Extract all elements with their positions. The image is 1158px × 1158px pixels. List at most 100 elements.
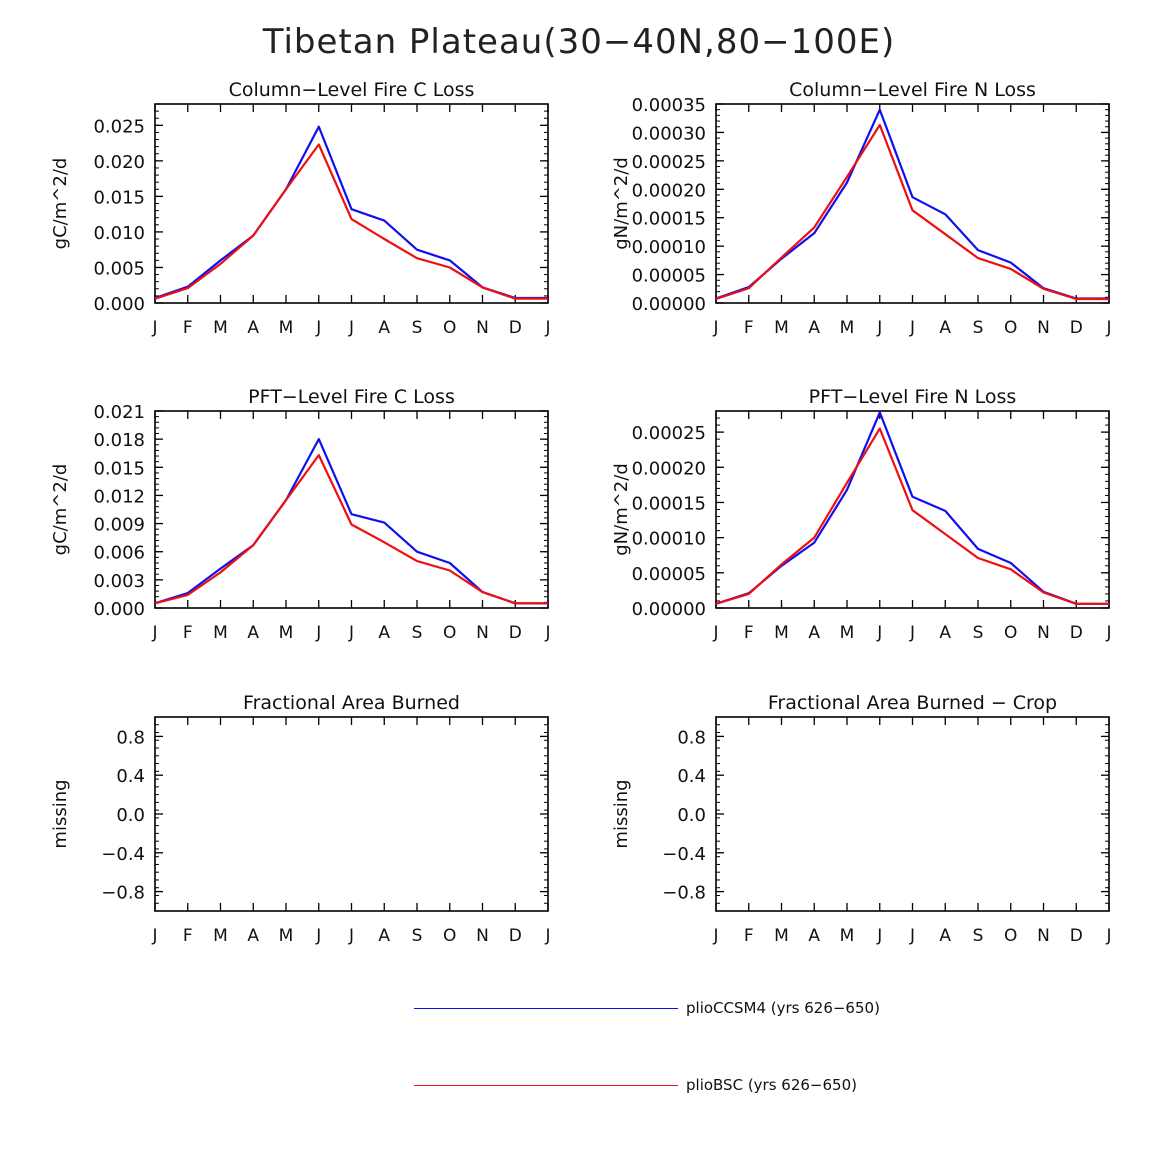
x-tick-label: J	[544, 318, 550, 338]
y-tick-label: 0.00020	[632, 180, 706, 201]
y-tick-label: 0.4	[116, 766, 145, 787]
chart-title: PFT−Level Fire N Loss	[809, 386, 1017, 408]
x-tick-label: M	[279, 318, 294, 338]
x-tick-label: F	[744, 623, 754, 643]
x-tick-label: N	[476, 926, 489, 946]
x-tick-label: J	[315, 623, 321, 643]
x-tick-label: M	[774, 623, 789, 643]
x-tick-label: A	[378, 623, 390, 643]
x-tick-label: J	[712, 623, 718, 643]
x-tick-label: J	[544, 623, 550, 643]
y-axis-label: gC/m^2/d	[50, 158, 71, 250]
x-tick-label: J	[348, 926, 354, 946]
x-tick-label: J	[151, 318, 157, 338]
x-tick-label: J	[909, 926, 915, 946]
x-tick-label: F	[744, 926, 754, 946]
x-tick-label: M	[279, 623, 294, 643]
y-tick-label: 0.025	[93, 116, 145, 137]
y-axis-label: gN/m^2/d	[611, 463, 632, 556]
x-tick-label: J	[1105, 318, 1111, 338]
x-tick-label: O	[1004, 926, 1017, 946]
y-tick-label: 0.00000	[632, 294, 706, 315]
y-tick-label: 0.021	[93, 402, 145, 423]
x-tick-label: A	[939, 623, 951, 643]
x-tick-label: M	[774, 926, 789, 946]
chart-panel-4: J F M A M J J A S O N D J0.000000.000050.000100.0001…	[611, 386, 1112, 643]
x-tick-label: F	[183, 926, 193, 946]
x-tick-label: O	[443, 926, 456, 946]
y-tick-label: 0.00005	[632, 564, 706, 585]
y-tick-label: 0.00000	[632, 599, 706, 620]
y-tick-label: 0.8	[677, 727, 706, 748]
x-tick-label: S	[973, 926, 984, 946]
x-tick-label: J	[315, 318, 321, 338]
y-axis-label: gN/m^2/d	[611, 157, 632, 250]
y-tick-label: 0.8	[116, 727, 145, 748]
x-tick-label: D	[509, 318, 522, 338]
y-tick-label: −0.8	[662, 883, 706, 904]
plot-frame	[715, 103, 1110, 304]
plot-frame	[154, 103, 549, 304]
y-tick-label: −0.4	[101, 844, 145, 865]
x-tick-label: J	[544, 926, 550, 946]
x-tick-label: D	[1070, 623, 1083, 643]
x-tick-label: J	[909, 623, 915, 643]
x-tick-label: S	[973, 318, 984, 338]
x-tick-label: J	[876, 623, 882, 643]
x-tick-label: N	[1037, 318, 1050, 338]
y-tick-label: −0.8	[101, 883, 145, 904]
y-tick-label: 0.005	[93, 258, 145, 279]
plot-frame	[154, 410, 549, 609]
y-tick-label: 0.0	[677, 805, 706, 826]
y-tick-label: 0.00005	[632, 266, 706, 287]
x-tick-label: J	[151, 623, 157, 643]
x-tick-label: A	[939, 926, 951, 946]
x-tick-label: D	[1070, 318, 1083, 338]
chart-title: PFT−Level Fire C Loss	[248, 386, 455, 408]
x-tick-label: J	[712, 318, 718, 338]
x-tick-label: N	[1037, 623, 1050, 643]
x-tick-label: S	[412, 623, 423, 643]
x-tick-label: M	[774, 318, 789, 338]
plot-frame	[154, 716, 549, 912]
x-tick-label: M	[213, 926, 228, 946]
x-tick-label: S	[412, 318, 423, 338]
series-line-2	[154, 454, 548, 605]
y-axis-label: missing	[611, 779, 632, 848]
legend-line-pliocssm4	[414, 1008, 678, 1009]
x-tick-label: M	[279, 926, 294, 946]
x-tick-label: O	[443, 623, 456, 643]
chart-title: Fractional Area Burned	[243, 692, 460, 714]
plot-frame	[715, 716, 1110, 912]
chart-panel-6: J F M A M J J A S O N D J−0.8−0.40.00.40.8Fractional…	[611, 692, 1112, 946]
chart-title: Column−Level Fire C Loss	[229, 79, 475, 101]
figure-title: Tibetan Plateau(30−40N,80−100E)	[262, 22, 896, 62]
y-tick-label: 0.015	[93, 458, 145, 479]
y-tick-label: 0.020	[93, 152, 145, 173]
x-tick-label: O	[443, 318, 456, 338]
y-tick-label: 0.012	[93, 486, 145, 507]
y-axis-label: gC/m^2/d	[50, 464, 71, 556]
y-tick-label: 0.000	[93, 294, 145, 315]
x-tick-label: F	[183, 318, 193, 338]
y-tick-label: 0.00025	[632, 152, 706, 173]
y-tick-label: 0.00025	[632, 423, 706, 444]
chart-panel-5: J F M A M J J A S O N D J−0.8−0.40.00.40.8Fractional…	[50, 692, 551, 946]
y-tick-label: 0.00035	[632, 95, 706, 116]
x-tick-label: J	[315, 926, 321, 946]
x-tick-label: N	[1037, 926, 1050, 946]
y-tick-label: 0.010	[93, 223, 145, 244]
x-tick-label: D	[509, 623, 522, 643]
y-tick-label: 0.00010	[632, 237, 706, 258]
x-tick-label: J	[348, 623, 354, 643]
y-tick-label: 0.0	[116, 805, 145, 826]
x-tick-label: M	[213, 623, 228, 643]
y-tick-label: 0.018	[93, 430, 145, 451]
y-tick-label: 0.003	[93, 571, 145, 592]
legend-label-pliobsc: plioBSC (yrs 626−650)	[686, 1076, 857, 1094]
y-tick-label: −0.4	[662, 844, 706, 865]
series-line-1	[154, 438, 548, 605]
x-tick-label: O	[1004, 318, 1017, 338]
y-tick-label: 0.009	[93, 515, 145, 536]
